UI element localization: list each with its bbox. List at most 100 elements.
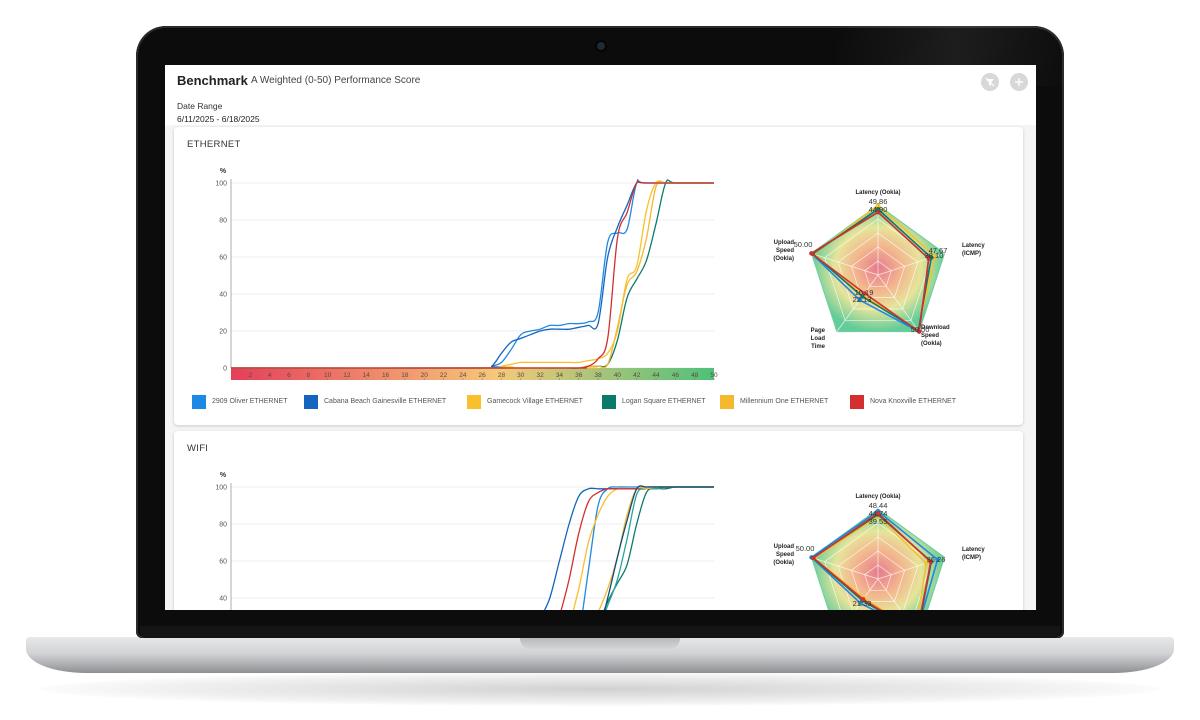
wifi-card: WIFI % 40 60 80 100 Latency (Ookla) Latency (IC… [174, 431, 1023, 610]
wifi-radar-axis-label: (Ookla) [773, 560, 794, 566]
wifi-y-tick-label: 40 [219, 596, 227, 603]
legend-swatch [304, 395, 318, 409]
legend-label: Gamecock Village ETHERNET [487, 398, 583, 405]
ethernet-x-tick-label: 18 [401, 372, 409, 379]
ethernet-x-tick-label: 26 [479, 372, 487, 379]
laptop-bezel-bottom [140, 626, 1060, 638]
laptop-notch [520, 638, 680, 650]
wifi-y-tick-label: 80 [219, 522, 227, 529]
ethernet-radar-value-label: 49.86 [869, 197, 888, 206]
ethernet-radar-spoke [811, 253, 879, 276]
ethernet-score-axis-bar [231, 368, 714, 380]
wifi-y-tick-label: 60 [219, 559, 227, 566]
ethernet-radar-point [857, 297, 862, 303]
laptop-shadow [40, 672, 1160, 706]
ethernet-radar-value-label: 16.19 [855, 288, 874, 297]
ethernet-series-line [230, 180, 714, 369]
ethernet-y-tick-label: 40 [219, 292, 227, 299]
filter-clear-icon [985, 77, 995, 87]
wifi-radar-value-label: 21.33 [853, 599, 872, 608]
wifi-radar-grid-ring [864, 564, 892, 591]
ethernet-radar-axis-label: Download [921, 325, 950, 331]
ethernet-x-tick-label: 22 [440, 372, 448, 379]
ethernet-series-line [231, 180, 714, 369]
wifi-radar-axis-label: (ICMP) [962, 555, 981, 561]
ethernet-radar-value-label: 38.10 [925, 251, 944, 260]
legend-swatch [602, 395, 616, 409]
date-range-value[interactable]: 6/11/2025 - 6/18/2025 [177, 114, 260, 124]
wifi-radar-series [812, 512, 932, 610]
camera-icon [597, 42, 605, 50]
ethernet-radar-axis-label: Load [811, 336, 826, 342]
ethernet-radar-spoke [836, 274, 879, 332]
ethernet-x-tick-label: 30 [517, 372, 525, 379]
ethernet-radar-value-label: 50.00 [911, 325, 930, 334]
ethernet-x-tick-label: 24 [459, 372, 467, 379]
ethernet-radar-axis-label: Time [811, 344, 826, 350]
ethernet-radar-point [916, 329, 922, 334]
wifi-radar-axis-label: Latency (Ookla) [855, 494, 900, 500]
wifi-radar-grid-ring [850, 550, 906, 603]
ethernet-y-tick-label: 0 [223, 366, 227, 373]
ethernet-x-tick-label: 4 [268, 372, 272, 379]
ethernet-series-line [230, 180, 714, 369]
ethernet-radar-grid-ring [850, 246, 906, 299]
ethernet-x-tick-label: 28 [498, 372, 506, 379]
ethernet-y-unit: % [220, 168, 227, 175]
wifi-radar-value-label: 44.74 [869, 509, 888, 518]
ethernet-x-tick-label: 6 [287, 372, 291, 379]
add-button[interactable] [1010, 73, 1028, 91]
ethernet-radar-point [860, 294, 865, 299]
ethernet-radar-axis-label: Speed [921, 333, 939, 339]
wifi-title: WIFI [187, 443, 209, 454]
ethernet-radar-grid-ring [864, 260, 892, 287]
ethernet-radar-chart: Latency (Ookla) Latency (ICMP) Download Spee… [773, 190, 985, 350]
ethernet-legend: 2909 Oliver ETHERNET Cabana Beach Gainesv… [192, 395, 1012, 411]
legend-label: Logan Square ETHERNET [622, 398, 706, 405]
ethernet-x-tick-label: 12 [343, 372, 351, 379]
page-header: Benchmark A Weighted (0-50) Performance … [165, 65, 1036, 125]
ethernet-radar-spoke [877, 274, 920, 332]
ethernet-y-tick-label: 80 [219, 218, 227, 225]
ethernet-y-tick-label: 100 [215, 181, 227, 188]
wifi-y-unit: % [220, 472, 227, 479]
wifi-series-line [603, 486, 714, 610]
wifi-radar-point [924, 561, 929, 566]
ethernet-radar-axis-label: Upload [774, 240, 795, 246]
ethernet-x-tick-label: 32 [537, 372, 545, 379]
legend-label: Cabana Beach Gainesville ETHERNET [324, 398, 447, 405]
page-subtitle: A Weighted (0-50) Performance Score [251, 75, 421, 86]
wifi-radar-grid-ring [837, 536, 919, 610]
ethernet-series-line [230, 178, 714, 369]
ethernet-radar-axis-label: Latency (Ookla) [855, 190, 900, 196]
ethernet-radar-value-label: 47.67 [929, 246, 948, 255]
ethernet-x-tick-label: 20 [421, 372, 429, 379]
filter-clear-button[interactable] [981, 73, 999, 91]
wifi-radar-point [935, 557, 940, 562]
wifi-radar-value-label: 36.26 [927, 555, 946, 564]
wifi-line-chart: % 40 60 80 100 [215, 472, 714, 610]
ethernet-radar-axis-label: (Ookla) [773, 256, 794, 262]
screen: Benchmark A Weighted (0-50) Performance … [165, 65, 1036, 610]
wifi-radar-series [810, 510, 939, 610]
wifi-radar-spoke [855, 578, 879, 610]
wifi-radar-spoke [877, 578, 901, 610]
wifi-radar-spoke [877, 557, 945, 580]
ethernet-card: ETHERNET % 0 20 40 60 80 100 2 4 6 8 10 12 14 16 18 20 22… [174, 127, 1023, 425]
ethernet-x-tick-label: 36 [575, 372, 583, 379]
ethernet-radar-axis-label: Speed [776, 248, 794, 254]
ethernet-radar-value-label: 22.13 [853, 295, 872, 304]
ethernet-x-tick-label: 10 [324, 372, 332, 379]
ethernet-x-tick-label: 8 [306, 372, 310, 379]
ethernet-radar-point [862, 291, 867, 296]
page-title: Benchmark [177, 73, 248, 88]
ethernet-radar-point [809, 251, 814, 256]
ethernet-x-tick-label: 50 [710, 372, 718, 379]
ethernet-radar-point [875, 202, 881, 208]
wifi-radar-series [812, 515, 928, 610]
ethernet-x-tick-label: 48 [691, 372, 699, 379]
wifi-y-tick-label: 100 [215, 485, 227, 492]
